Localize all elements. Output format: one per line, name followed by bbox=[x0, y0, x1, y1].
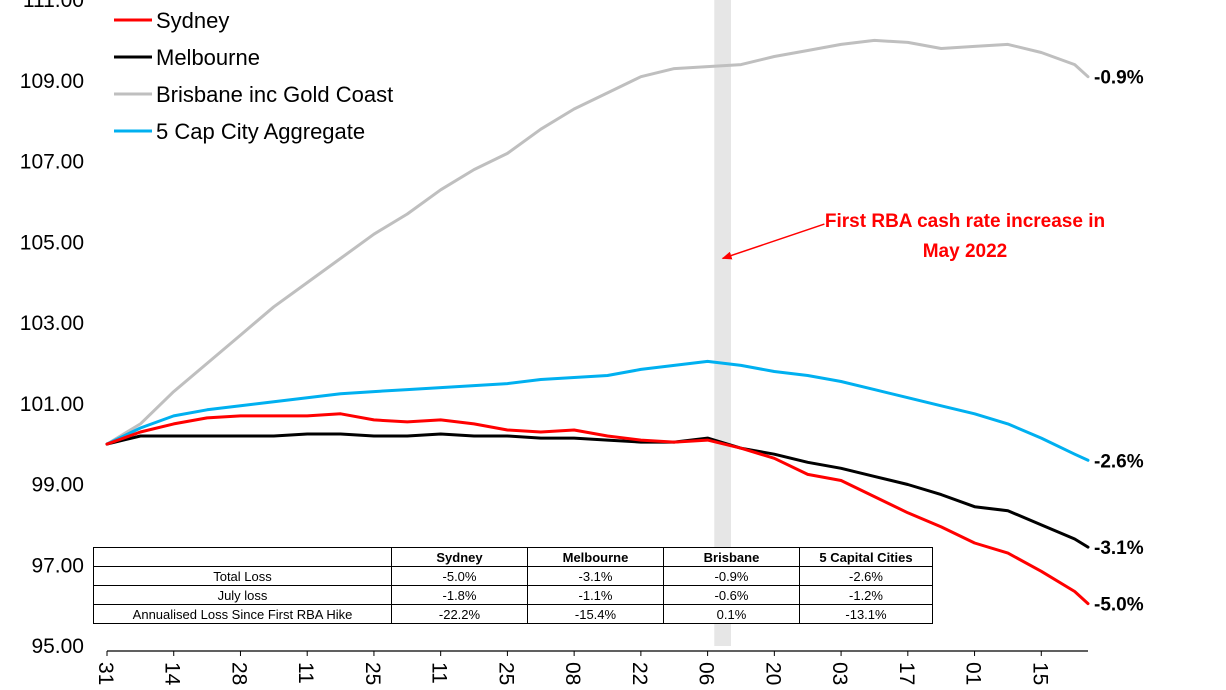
x-tick-label: 20 bbox=[761, 662, 784, 685]
row-label: Annualised Loss Since First RBA Hike bbox=[93, 604, 392, 624]
series-line-sydney bbox=[105, 412, 1090, 606]
x-tick-label: 08 bbox=[561, 662, 584, 685]
table-row: Total Loss -5.0% -3.1% -0.9% -2.6% bbox=[93, 566, 933, 586]
summary-header-brisbane: Brisbane bbox=[663, 547, 800, 567]
y-tick-label: 103.00 bbox=[20, 312, 84, 335]
x-tick-label: 01 bbox=[962, 662, 985, 685]
y-tick-label: 101.00 bbox=[20, 393, 84, 416]
legend-entry: Sydney bbox=[156, 8, 229, 33]
x-axis: 31 14 28 11 25 11 25 08 22 06 20 03 17 01 15 bbox=[94, 650, 1088, 686]
table-row: July loss -1.8% -1.1% -0.6% -1.2% bbox=[93, 585, 933, 605]
table-cell: -13.1% bbox=[799, 604, 933, 624]
table-cell: -22.2% bbox=[391, 604, 528, 624]
y-tick-label: 97.00 bbox=[31, 554, 84, 577]
table-cell: -3.1% bbox=[527, 566, 664, 586]
summary-table: Sydney Melbourne Brisbane 5 Capital Citi… bbox=[93, 547, 933, 624]
end-label: -5.0% bbox=[1094, 595, 1144, 616]
legend-entry: 5 Cap City Aggregate bbox=[156, 119, 365, 144]
series-lines bbox=[105, 38, 1090, 606]
table-cell: -1.1% bbox=[527, 585, 664, 605]
table-cell: -5.0% bbox=[391, 566, 528, 586]
y-tick-label: 111.00 bbox=[23, 0, 84, 12]
x-tick-label: 11 bbox=[428, 662, 451, 684]
x-tick-label: 28 bbox=[227, 662, 250, 685]
x-tick-label: 17 bbox=[895, 662, 918, 685]
shaded-band-rect bbox=[714, 0, 731, 646]
table-cell: -1.8% bbox=[391, 585, 528, 605]
y-tick-label: 107.00 bbox=[20, 151, 84, 174]
series-line-5-cap-city-aggregate bbox=[105, 359, 1090, 462]
y-tick-label: 109.00 bbox=[20, 70, 84, 93]
end-label: -2.6% bbox=[1094, 451, 1144, 472]
table-cell: 0.1% bbox=[663, 604, 800, 624]
table-row: Annualised Loss Since First RBA Hike -22… bbox=[93, 604, 933, 624]
rba-hike-shaded-band bbox=[714, 0, 731, 646]
x-tick-label: 31 bbox=[94, 662, 117, 685]
x-tick-label: 11 bbox=[294, 662, 317, 684]
summary-header-blank bbox=[93, 547, 392, 567]
end-label: -0.9% bbox=[1094, 68, 1144, 89]
table-cell: -0.6% bbox=[663, 585, 800, 605]
end-label: -3.1% bbox=[1094, 538, 1144, 559]
x-tick-label: 22 bbox=[628, 662, 651, 685]
annotation: First RBA cash rate increase in May 2022 bbox=[721, 211, 1105, 262]
row-label: Total Loss bbox=[93, 566, 392, 586]
series-line-melbourne bbox=[105, 432, 1090, 549]
table-cell: -15.4% bbox=[527, 604, 664, 624]
x-tick-label: 14 bbox=[161, 662, 184, 686]
table-cell: -0.9% bbox=[663, 566, 800, 586]
legend-entry: Brisbane inc Gold Coast bbox=[156, 82, 393, 107]
y-tick-label: 105.00 bbox=[20, 231, 84, 254]
x-tick-label: 03 bbox=[828, 662, 851, 685]
x-tick-label: 25 bbox=[361, 662, 384, 685]
annotation-arrow bbox=[721, 223, 825, 260]
y-tick-label: 99.00 bbox=[31, 474, 84, 497]
x-tick-label: 25 bbox=[494, 662, 517, 685]
y-axis: 95.00 97.00 99.00 101.00 103.00 105.00 107.00 1… bbox=[20, 0, 84, 658]
annotation-text: May 2022 bbox=[923, 241, 1008, 262]
summary-header-sydney: Sydney bbox=[391, 547, 528, 567]
legend-entry: Melbourne bbox=[156, 45, 260, 70]
row-label: July loss bbox=[93, 585, 392, 605]
x-tick-label: 06 bbox=[695, 662, 718, 685]
table-cell: -1.2% bbox=[799, 585, 933, 605]
summary-table-header: Sydney Melbourne Brisbane 5 Capital Citi… bbox=[93, 547, 933, 567]
summary-header-5-capital-cities: 5 Capital Cities bbox=[799, 547, 933, 567]
series-end-labels: -5.0% -3.1% -0.9% -2.6% bbox=[1094, 68, 1144, 616]
legend: Sydney Melbourne Brisbane inc Gold Coast 5 … bbox=[114, 8, 393, 144]
series-line-brisbane-inc-gold-coast bbox=[105, 38, 1090, 446]
y-tick-label: 95.00 bbox=[31, 635, 84, 658]
annotation-text: First RBA cash rate increase in bbox=[825, 211, 1105, 232]
table-cell: -2.6% bbox=[799, 566, 933, 586]
x-tick-label: 15 bbox=[1028, 662, 1051, 685]
summary-header-melbourne: Melbourne bbox=[527, 547, 664, 567]
